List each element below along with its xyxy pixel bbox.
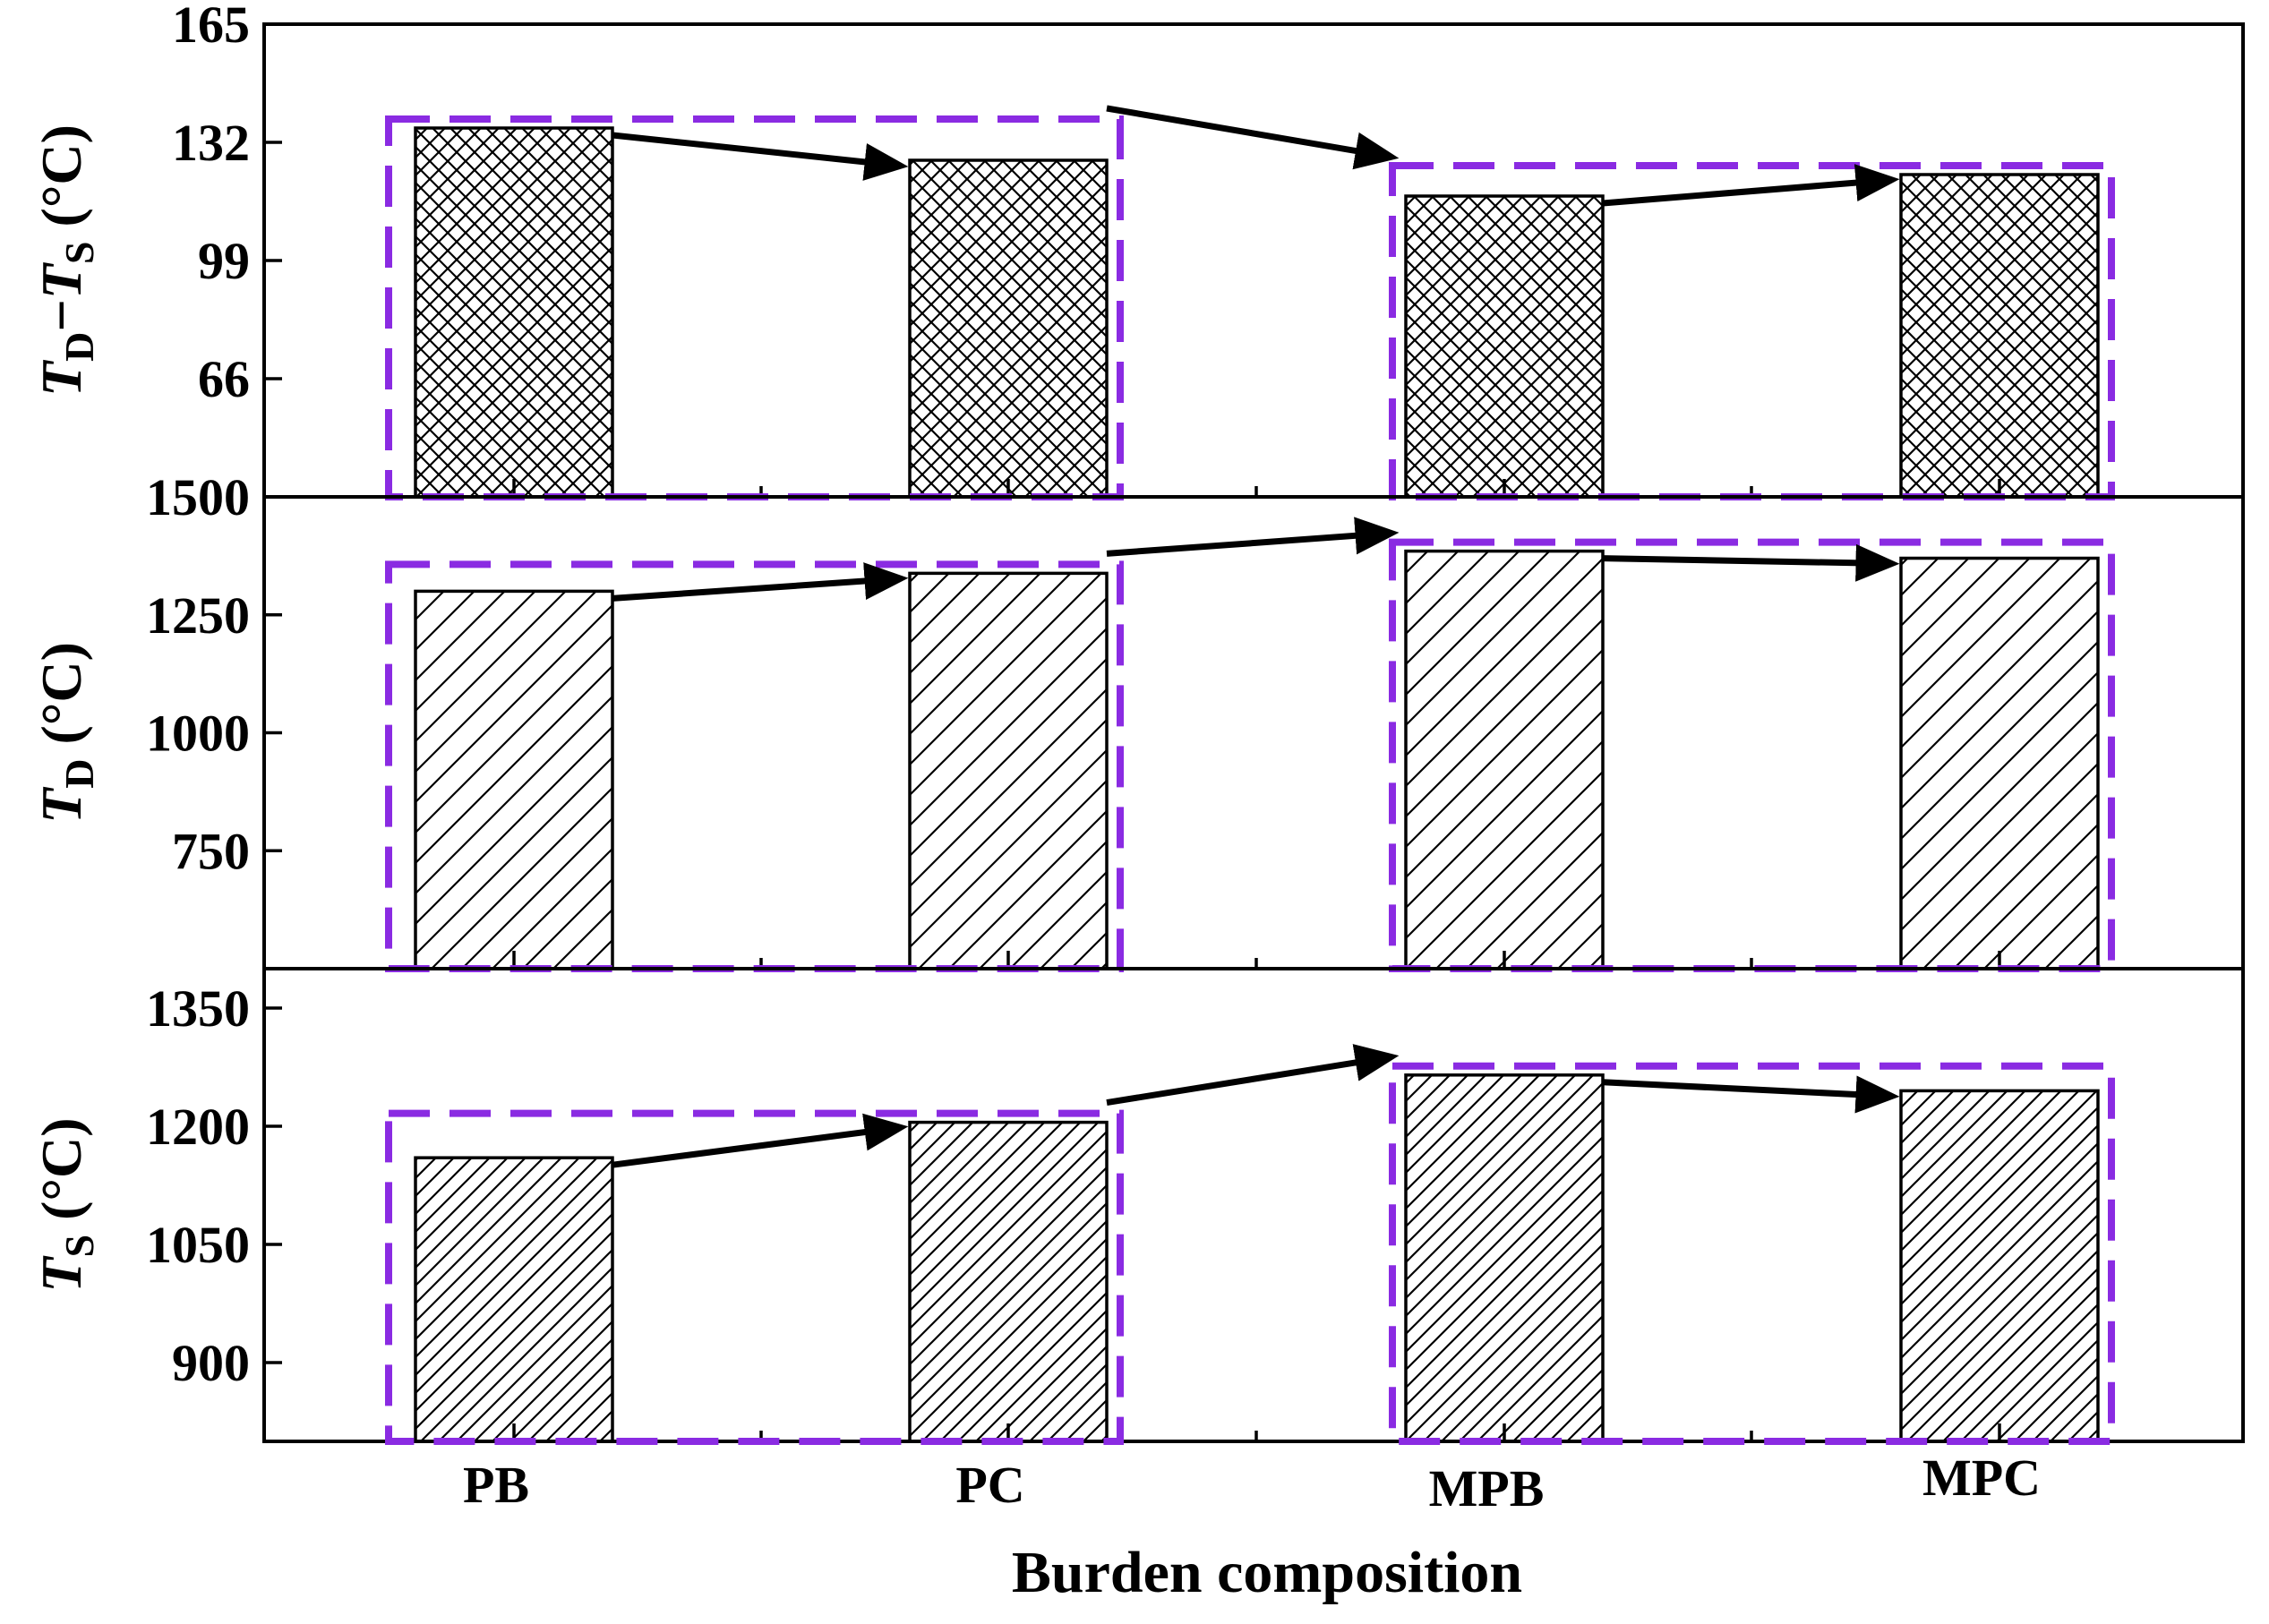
bar-td-mpc — [1899, 556, 2100, 970]
arrow-pb-pc — [612, 132, 909, 181]
category-label-pc: PC — [955, 1456, 1024, 1514]
category-label-pb: PB — [463, 1456, 529, 1514]
arrow-mpb-mpc — [1602, 164, 1900, 207]
y-tick-label: 1350 — [146, 979, 250, 1038]
y-tick-label: 1250 — [146, 586, 250, 645]
arrow-pb-pc — [612, 1113, 909, 1168]
bar-ts-mpc — [1899, 1089, 2100, 1443]
y-tick-label: 1500 — [146, 468, 250, 526]
y-tick-label: 1000 — [146, 705, 250, 763]
arrow-pc-mpb — [1106, 517, 1400, 557]
y-tick-label: 750 — [172, 822, 250, 880]
arrow-pb-pc — [612, 562, 909, 602]
x-category-labels: PB PC MPB MPC — [463, 1449, 2041, 1517]
panel-td-minus-ts: 66 99 132 165 TD−TS (°C) — [30, 0, 2245, 500]
y-tick-label: 165 — [172, 0, 250, 54]
y-tick-label: 132 — [172, 114, 250, 172]
y-axis-label-td: TD (°C) — [30, 642, 102, 824]
panel-frame — [262, 967, 2245, 1443]
category-label-mpc: MPC — [1922, 1449, 2041, 1507]
bar-ts-mpb — [1404, 1073, 1605, 1443]
bar-td-pc — [908, 571, 1109, 970]
arrow-mpb-mpc — [1602, 543, 1900, 582]
y-tick-label: 900 — [172, 1334, 250, 1392]
panel-td: 750 1000 1250 1500 TD (°C) — [30, 468, 2245, 973]
arrow-pc-mpb — [1106, 1044, 1400, 1107]
y-tick-label: 99 — [198, 232, 250, 290]
bar-td-ts-pc — [908, 158, 1109, 499]
arrow-pc-mpb — [1106, 105, 1400, 170]
bar-td-mpb — [1404, 549, 1605, 970]
bar-td-ts-pb — [414, 126, 614, 499]
y-tick-label: 66 — [198, 350, 250, 408]
bar-td-ts-mpb — [1404, 194, 1605, 499]
category-label-mpb: MPB — [1429, 1459, 1545, 1517]
panel-ts: 900 1050 1200 1350 TS (°C) — [30, 967, 2245, 1446]
arrow-mpb-mpc — [1602, 1075, 1900, 1114]
bar-ts-pc — [908, 1120, 1109, 1443]
group-box-pb-pc — [385, 1109, 1124, 1445]
bar-td-pb — [414, 589, 614, 970]
y-tick-label: 1050 — [146, 1216, 250, 1274]
x-axis-label: Burden composition — [1012, 1540, 1522, 1605]
bar-ts-pb — [414, 1156, 614, 1443]
y-axis-label-td-ts: TD−TS (°C) — [30, 124, 102, 397]
group-box-mpb-mpc — [1389, 538, 2115, 972]
y-tick-label: 1200 — [146, 1098, 250, 1156]
bar-td-ts-mpc — [1899, 173, 2100, 499]
y-axis-label-ts: TS (°C) — [30, 1117, 102, 1292]
